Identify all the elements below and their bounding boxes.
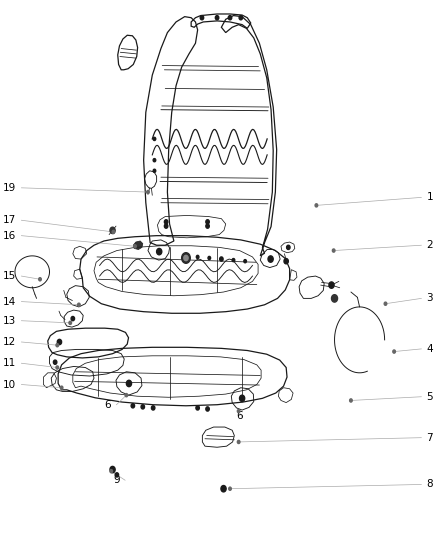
Circle shape: [157, 248, 162, 255]
Circle shape: [206, 220, 209, 224]
Text: 15: 15: [3, 271, 16, 281]
Text: 19: 19: [3, 183, 16, 193]
Circle shape: [268, 256, 273, 262]
Circle shape: [39, 278, 41, 281]
Text: 8: 8: [427, 480, 433, 489]
Polygon shape: [133, 241, 143, 249]
Circle shape: [237, 440, 240, 443]
Circle shape: [78, 303, 80, 306]
Circle shape: [237, 409, 240, 413]
Text: 6: 6: [237, 411, 243, 422]
Circle shape: [153, 159, 156, 162]
Text: 1: 1: [427, 192, 433, 203]
Circle shape: [384, 302, 387, 305]
Circle shape: [228, 15, 232, 20]
Text: 12: 12: [3, 337, 16, 347]
Text: 11: 11: [3, 358, 16, 368]
Circle shape: [56, 366, 59, 369]
Circle shape: [244, 260, 247, 263]
Circle shape: [184, 255, 188, 261]
Circle shape: [60, 386, 63, 389]
Circle shape: [141, 405, 145, 409]
Text: 13: 13: [3, 316, 16, 326]
Circle shape: [206, 224, 209, 228]
Circle shape: [284, 259, 288, 264]
Circle shape: [182, 253, 190, 263]
Text: 3: 3: [427, 293, 433, 303]
Circle shape: [147, 190, 149, 193]
Text: 5: 5: [427, 392, 433, 402]
Circle shape: [240, 395, 245, 401]
Text: 17: 17: [3, 215, 16, 225]
Circle shape: [332, 249, 335, 252]
Circle shape: [393, 350, 396, 353]
Circle shape: [196, 255, 199, 259]
Circle shape: [71, 317, 74, 321]
Circle shape: [131, 403, 134, 408]
Text: 9: 9: [113, 475, 120, 485]
Circle shape: [185, 254, 189, 258]
Text: 2: 2: [427, 240, 433, 250]
Circle shape: [232, 259, 235, 262]
Circle shape: [196, 406, 199, 410]
Circle shape: [53, 360, 57, 365]
Text: 6: 6: [105, 400, 111, 410]
Circle shape: [219, 257, 223, 261]
Circle shape: [215, 15, 219, 20]
Circle shape: [329, 282, 334, 288]
Circle shape: [112, 230, 115, 233]
Circle shape: [350, 399, 352, 402]
Text: 4: 4: [427, 344, 433, 354]
Circle shape: [153, 138, 156, 141]
Text: 10: 10: [3, 379, 16, 390]
Circle shape: [164, 224, 168, 228]
Text: 7: 7: [427, 433, 433, 443]
Circle shape: [229, 487, 231, 490]
Circle shape: [206, 407, 209, 411]
Circle shape: [56, 344, 59, 347]
Circle shape: [125, 393, 127, 397]
Circle shape: [69, 321, 71, 325]
Circle shape: [110, 227, 115, 233]
Circle shape: [200, 15, 204, 20]
Circle shape: [315, 204, 318, 207]
Circle shape: [152, 406, 155, 410]
Circle shape: [153, 169, 156, 172]
Circle shape: [110, 466, 115, 473]
Circle shape: [110, 470, 113, 473]
Circle shape: [57, 340, 62, 345]
Text: 16: 16: [3, 231, 16, 241]
Circle shape: [115, 473, 119, 477]
Circle shape: [332, 295, 338, 302]
Circle shape: [221, 486, 226, 492]
Text: 14: 14: [3, 296, 16, 306]
Circle shape: [127, 380, 131, 386]
Circle shape: [239, 15, 243, 20]
Circle shape: [164, 220, 168, 224]
Circle shape: [208, 256, 211, 260]
Circle shape: [286, 245, 290, 249]
Circle shape: [134, 245, 136, 248]
